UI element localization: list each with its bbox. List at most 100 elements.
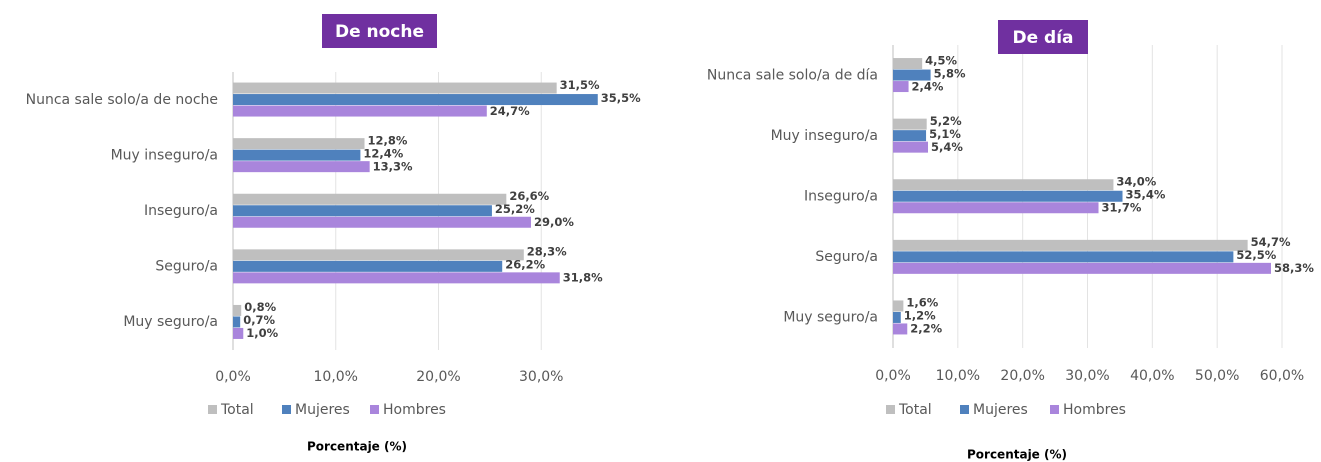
value-label: 5,4% (931, 140, 963, 154)
value-label: 13,3% (373, 159, 413, 173)
bar (233, 304, 242, 316)
x-tick-label: 20,0% (416, 369, 460, 385)
bar (233, 161, 370, 173)
bar (233, 205, 492, 217)
bar (893, 311, 901, 323)
x-tick-label: 40,0% (1130, 368, 1174, 384)
value-label: 1,6% (906, 296, 938, 310)
bar (893, 141, 929, 153)
x-tick-label: 30,0% (1065, 368, 1109, 384)
value-label: 35,5% (601, 91, 641, 105)
bar (233, 216, 531, 228)
y-tick-label: Seguro/a (815, 249, 878, 265)
value-label: 31,7% (1102, 201, 1142, 215)
bar (893, 130, 927, 142)
bar (893, 300, 904, 312)
chart-title: De día (1012, 28, 1073, 48)
x-axis-title: Porcentaje (%) (307, 440, 407, 454)
x-tick-label: 0,0% (215, 369, 251, 385)
x-tick-label: 10,0% (314, 369, 358, 385)
bar (893, 179, 1114, 191)
value-label: 12,8% (368, 133, 408, 147)
legend-swatch (886, 405, 895, 414)
value-label: 0,8% (244, 300, 276, 314)
x-tick-label: 50,0% (1195, 368, 1239, 384)
x-tick-label: 60,0% (1260, 368, 1304, 384)
legend-label: Mujeres (295, 402, 350, 418)
bar (233, 327, 244, 339)
legend-swatch (1050, 405, 1059, 414)
y-tick-label: Muy seguro/a (783, 310, 878, 326)
x-tick-label: 20,0% (1000, 368, 1044, 384)
bar (233, 249, 524, 261)
value-label: 25,2% (495, 202, 535, 216)
y-tick-label: Inseguro/a (144, 203, 218, 219)
chart-title: De noche (335, 22, 424, 42)
value-label: 26,2% (505, 258, 545, 272)
value-label: 5,8% (934, 66, 966, 80)
value-label: 1,2% (904, 309, 936, 323)
y-tick-label: Muy inseguro/a (771, 128, 878, 144)
value-label: 2,4% (912, 79, 944, 93)
bar (893, 118, 927, 130)
x-tick-label: 10,0% (936, 368, 980, 384)
legend-label: Hombres (383, 402, 446, 418)
value-label: 1,0% (246, 326, 278, 340)
x-tick-label: 30,0% (519, 369, 563, 385)
bar (893, 239, 1248, 251)
title-box (322, 14, 437, 48)
value-label: 31,8% (563, 271, 603, 285)
bar (893, 262, 1271, 274)
y-tick-label: Nunca sale solo/a de día (707, 67, 878, 83)
bar (233, 105, 487, 117)
value-label: 52,5% (1236, 248, 1276, 262)
legend-swatch (370, 405, 379, 414)
value-label: 2,2% (910, 322, 942, 336)
y-tick-label: Seguro/a (155, 259, 218, 275)
value-label: 31,5% (560, 78, 600, 92)
value-label: 0,7% (243, 313, 275, 327)
legend-label: Hombres (1063, 402, 1126, 418)
legend-swatch (208, 405, 217, 414)
value-label: 29,0% (534, 215, 574, 229)
title-box (998, 20, 1088, 54)
value-label: 28,3% (527, 245, 567, 259)
x-tick-label: 0,0% (875, 368, 911, 384)
legend-label: Total (220, 402, 254, 418)
bar (233, 260, 503, 272)
value-label: 58,3% (1274, 261, 1314, 275)
bar (893, 190, 1123, 202)
bar (893, 81, 909, 93)
value-label: 35,4% (1126, 188, 1166, 202)
bar (893, 323, 908, 335)
bar (893, 202, 1099, 214)
bar (233, 138, 365, 150)
bar (233, 272, 560, 284)
value-label: 5,2% (930, 114, 962, 128)
y-tick-label: Muy inseguro/a (111, 147, 218, 163)
legend-swatch (282, 405, 291, 414)
value-label: 24,7% (490, 104, 530, 118)
y-tick-label: Muy seguro/a (123, 314, 218, 330)
y-tick-label: Nunca sale solo/a de noche (26, 92, 218, 108)
bar (233, 149, 361, 161)
bar (233, 82, 557, 94)
bar (893, 251, 1234, 263)
value-label: 4,5% (925, 53, 957, 67)
value-label: 5,1% (929, 127, 961, 141)
bar (233, 94, 598, 106)
bar (893, 58, 923, 70)
legend-swatch (960, 405, 969, 414)
y-tick-label: Inseguro/a (804, 189, 878, 205)
value-label: 26,6% (509, 189, 549, 203)
bar (893, 69, 931, 81)
x-axis-title: Porcentaje (%) (967, 448, 1067, 462)
value-label: 34,0% (1116, 175, 1156, 189)
legend-label: Mujeres (973, 402, 1028, 418)
bar (233, 316, 241, 328)
legend-label: Total (898, 402, 932, 418)
bar (233, 193, 507, 205)
value-label: 12,4% (363, 146, 403, 160)
value-label: 54,7% (1251, 235, 1291, 249)
